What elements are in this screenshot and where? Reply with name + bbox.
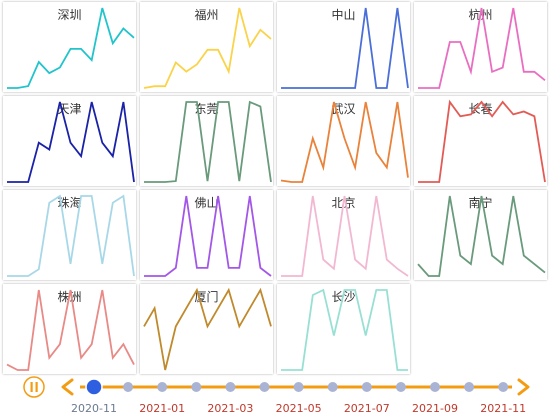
panel-10: 佛山 [140, 190, 273, 280]
timeline-tick[interactable] [430, 382, 440, 392]
next-arrow-icon[interactable] [517, 378, 530, 396]
pause-button[interactable] [23, 376, 45, 398]
panel-title: 珠海 [57, 196, 82, 210]
timeline-tick[interactable] [395, 382, 406, 392]
panel-plot [7, 194, 135, 277]
timeline-label[interactable]: 2021-01 [139, 402, 185, 415]
timeline-tick[interactable] [327, 382, 338, 392]
panel-title: 深圳 [57, 8, 82, 22]
timeline-tick[interactable] [293, 382, 304, 392]
timeline-tick[interactable] [123, 382, 134, 392]
panel-15: 长沙 [277, 284, 410, 374]
panel-plot [143, 7, 272, 89]
small-multiples-grid: 深圳 福州 中山 杭州天津 东莞 武汉 长春珠海 佛山 北京 南宁株洲 厦门 长沙 [3, 2, 547, 374]
series-line [6, 289, 135, 371]
timeline-current-handle[interactable] [85, 378, 103, 396]
series-line [281, 195, 409, 277]
series-line [280, 101, 409, 183]
panel-title: 佛山 [194, 196, 219, 210]
panel-plot [417, 195, 546, 277]
series-line [281, 7, 409, 89]
timeline-label[interactable]: 2021-07 [344, 402, 390, 415]
timeline-label[interactable]: 2020-11 [71, 402, 117, 415]
panel-plot [280, 101, 409, 183]
timeline-label[interactable]: 2021-05 [276, 402, 322, 415]
panel-title: 福州 [194, 8, 219, 22]
panel-7: 武汉 [277, 96, 410, 186]
panel-plot [281, 288, 408, 371]
timeline-tick[interactable] [157, 382, 168, 392]
series-line [7, 7, 135, 89]
timeline[interactable]: 2020-11 2021-01 2021-03 2021-05 2021-07 2021-… [0, 372, 550, 420]
panel-title: 长春 [468, 102, 493, 116]
timeline-tick[interactable] [498, 382, 509, 392]
panel-2: 福州 [140, 2, 273, 92]
panel-title: 东莞 [194, 102, 219, 116]
panel-plot [418, 7, 546, 89]
panel-plot [144, 195, 272, 277]
prev-arrow-icon[interactable] [61, 378, 74, 396]
panel-plot [281, 7, 409, 89]
panel-4: 杭州 [414, 2, 547, 92]
panel-14: 厦门 [140, 284, 273, 374]
panel-plot [7, 101, 135, 183]
timeline-label[interactable]: 2021-11 [480, 402, 526, 415]
panel-11: 北京 [277, 190, 410, 280]
timeline-tick[interactable] [225, 382, 236, 392]
panel-13: 株洲 [3, 284, 136, 374]
timeline-label[interactable]: 2021-03 [207, 402, 253, 415]
panel-plot [143, 287, 272, 371]
panel-3: 中山 [277, 2, 410, 92]
panel-1: 深圳 [3, 2, 136, 92]
series-line [7, 101, 135, 183]
panel-12: 南宁 [414, 190, 547, 280]
timeline-label[interactable]: 2021-09 [412, 402, 458, 415]
panel-6: 东莞 [140, 96, 273, 186]
panel-plot [6, 289, 135, 371]
series-line [143, 287, 272, 371]
timeline-tick[interactable] [259, 382, 270, 392]
panel-title: 中山 [331, 8, 356, 22]
series-line [418, 7, 546, 89]
timeline-tick[interactable] [361, 382, 372, 392]
panel-9: 珠海 [3, 190, 136, 280]
pause-icon [30, 382, 38, 392]
panel-5: 天津 [3, 96, 136, 186]
panel-plot [144, 100, 272, 183]
series-line [144, 195, 272, 277]
series-line [417, 195, 546, 277]
series-line [7, 194, 135, 277]
panel-8: 长春 [414, 96, 547, 186]
panel-plot [418, 99, 546, 183]
series-line [144, 100, 272, 183]
series-line [281, 288, 408, 371]
timeline-tick[interactable] [191, 382, 202, 392]
series-line [418, 99, 546, 183]
timeline-tick[interactable] [464, 382, 475, 392]
panel-plot [281, 195, 409, 277]
panel-plot [7, 7, 135, 89]
series-line [143, 7, 272, 89]
